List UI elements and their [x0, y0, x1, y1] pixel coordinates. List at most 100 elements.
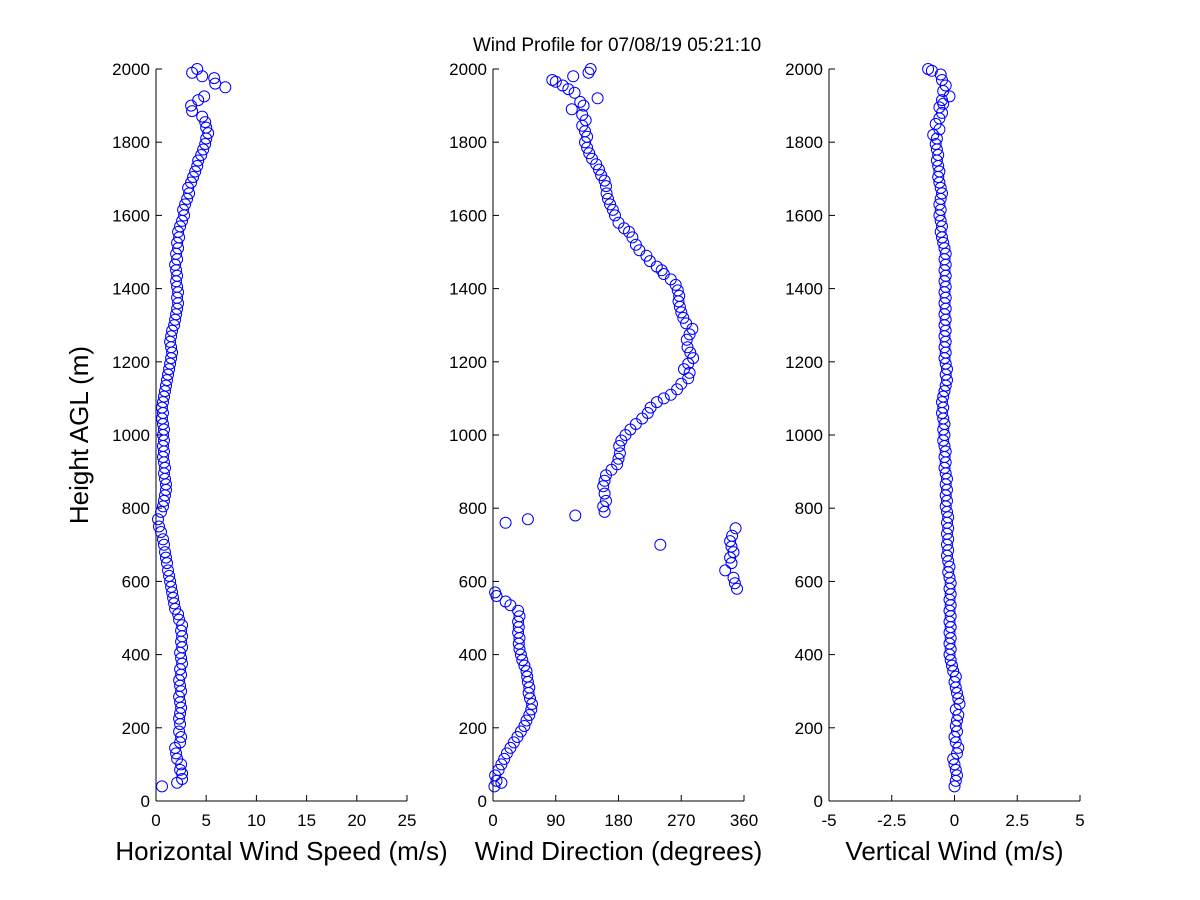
- data-point: [195, 149, 208, 161]
- data-point: [934, 68, 947, 81]
- y-tick-label: 800: [122, 499, 150, 518]
- data-point: [189, 165, 202, 178]
- data-point: [156, 780, 168, 793]
- data-point: [202, 127, 215, 140]
- data-point: [952, 692, 965, 705]
- data-point: [941, 472, 953, 485]
- y-tick-label: 1400: [449, 280, 487, 299]
- data-point: [606, 203, 619, 216]
- data-point: [170, 747, 183, 760]
- data-point: [687, 352, 700, 365]
- data-point: [176, 619, 189, 632]
- y-tick-label: 800: [459, 499, 487, 518]
- x-tick-label: 20: [347, 811, 366, 830]
- data-point: [932, 149, 945, 161]
- data-point: [729, 522, 742, 535]
- data-point: [938, 418, 951, 430]
- data-point: [941, 363, 953, 376]
- data-point: [681, 341, 694, 354]
- data-point: [498, 752, 511, 765]
- data-point: [526, 698, 538, 710]
- data-point: [516, 654, 529, 667]
- y-tick-label: 200: [459, 719, 487, 738]
- data-point: [930, 132, 943, 145]
- data-point: [518, 720, 531, 732]
- x-tick-label: 270: [667, 811, 695, 830]
- y-tick-label: 400: [795, 646, 823, 665]
- data-point: [629, 238, 642, 251]
- x-tick-label: 0: [950, 811, 959, 830]
- data-point: [173, 613, 186, 626]
- data-point: [518, 659, 531, 672]
- data-point: [556, 79, 569, 92]
- x-tick-label: 25: [398, 811, 417, 830]
- y-tick-label: 1600: [449, 206, 487, 225]
- data-point: [159, 546, 171, 559]
- data-point: [724, 535, 737, 548]
- data-point: [937, 236, 950, 249]
- y-tick-label: 400: [122, 646, 150, 665]
- data-point: [946, 659, 958, 672]
- data-point: [728, 577, 741, 590]
- data-point: [727, 546, 740, 559]
- x-axis-label: Horizontal Wind Speed (m/s): [115, 836, 447, 866]
- x-tick-label: 180: [604, 811, 632, 830]
- data-point: [726, 529, 739, 542]
- x-tick-label: 90: [546, 811, 565, 830]
- data-point: [173, 725, 186, 738]
- data-point: [948, 758, 961, 771]
- data-point: [609, 209, 621, 222]
- x-axis-label: Vertical Wind (m/s): [845, 836, 1063, 866]
- y-tick-label: 800: [795, 499, 823, 518]
- data-point: [489, 586, 502, 599]
- y-tick-label: 1800: [112, 133, 150, 152]
- data-point: [949, 763, 962, 776]
- data-point: [933, 101, 946, 114]
- y-tick-label: 200: [795, 719, 823, 738]
- y-tick-label: 1200: [785, 353, 823, 372]
- y-tick-label: 1800: [785, 133, 823, 152]
- data-point: [936, 94, 948, 107]
- y-tick-label: 1400: [785, 280, 823, 299]
- data-point: [199, 116, 212, 129]
- data-point: [196, 110, 209, 123]
- data-point: [520, 665, 533, 678]
- y-tick-label: 1200: [112, 353, 150, 372]
- data-point: [936, 74, 948, 86]
- y-tick-label: 1000: [112, 426, 150, 445]
- panel-horizontal-wind-speed: 0 200 400 600 800 1000 1200 1400 1600 1800 2000 0 5 1…: [112, 60, 448, 866]
- data-point: [155, 526, 167, 538]
- data-point: [576, 108, 589, 121]
- data-point: [595, 169, 608, 182]
- x-tick-label: 10: [247, 811, 266, 830]
- data-point: [160, 551, 172, 564]
- data-point: [157, 533, 169, 546]
- x-tick-label: 15: [297, 811, 316, 830]
- x-tick-label: -5: [821, 811, 836, 830]
- data-point: [597, 500, 610, 513]
- data-point: [680, 333, 693, 346]
- x-tick-label: 5: [1075, 811, 1084, 830]
- chart-title: Wind Profile for 07/08/19 05:21:10: [473, 35, 761, 56]
- data-point: [176, 773, 189, 785]
- data-point: [163, 569, 176, 582]
- data-point: [600, 180, 612, 193]
- data-point: [492, 763, 505, 776]
- data-point: [565, 103, 578, 116]
- y-tick-label: 1400: [112, 280, 150, 299]
- x-tick-label: 2.5: [1005, 811, 1029, 830]
- data-point: [938, 385, 951, 398]
- data-point: [567, 70, 580, 83]
- data-point: [613, 440, 626, 452]
- y-tick-label: 200: [122, 719, 150, 738]
- data-point: [546, 74, 559, 86]
- data-point: [677, 311, 690, 324]
- data-point: [943, 560, 956, 573]
- data-point: [598, 474, 611, 487]
- x-tick-label: 0: [488, 811, 497, 830]
- data-point: [192, 154, 205, 167]
- data-point: [604, 198, 617, 211]
- y-tick-label: 0: [814, 792, 823, 811]
- data-point: [200, 121, 213, 134]
- data-point: [600, 494, 612, 507]
